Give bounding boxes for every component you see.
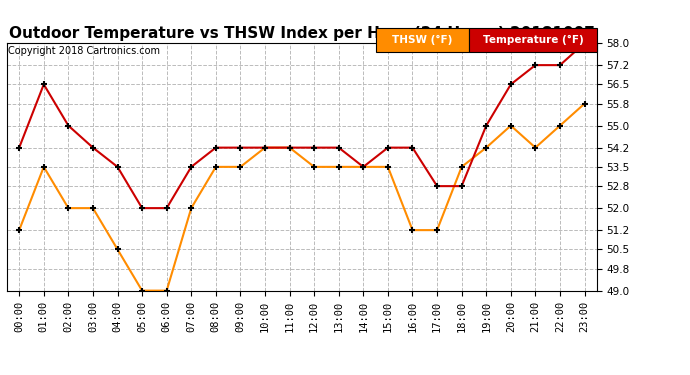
Text: Temperature (°F): Temperature (°F) — [482, 35, 584, 45]
Title: Outdoor Temperature vs THSW Index per Hour (24 Hours) 20181007: Outdoor Temperature vs THSW Index per Ho… — [9, 26, 595, 40]
Text: THSW (°F): THSW (°F) — [393, 35, 453, 45]
Text: Copyright 2018 Cartronics.com: Copyright 2018 Cartronics.com — [8, 46, 160, 56]
